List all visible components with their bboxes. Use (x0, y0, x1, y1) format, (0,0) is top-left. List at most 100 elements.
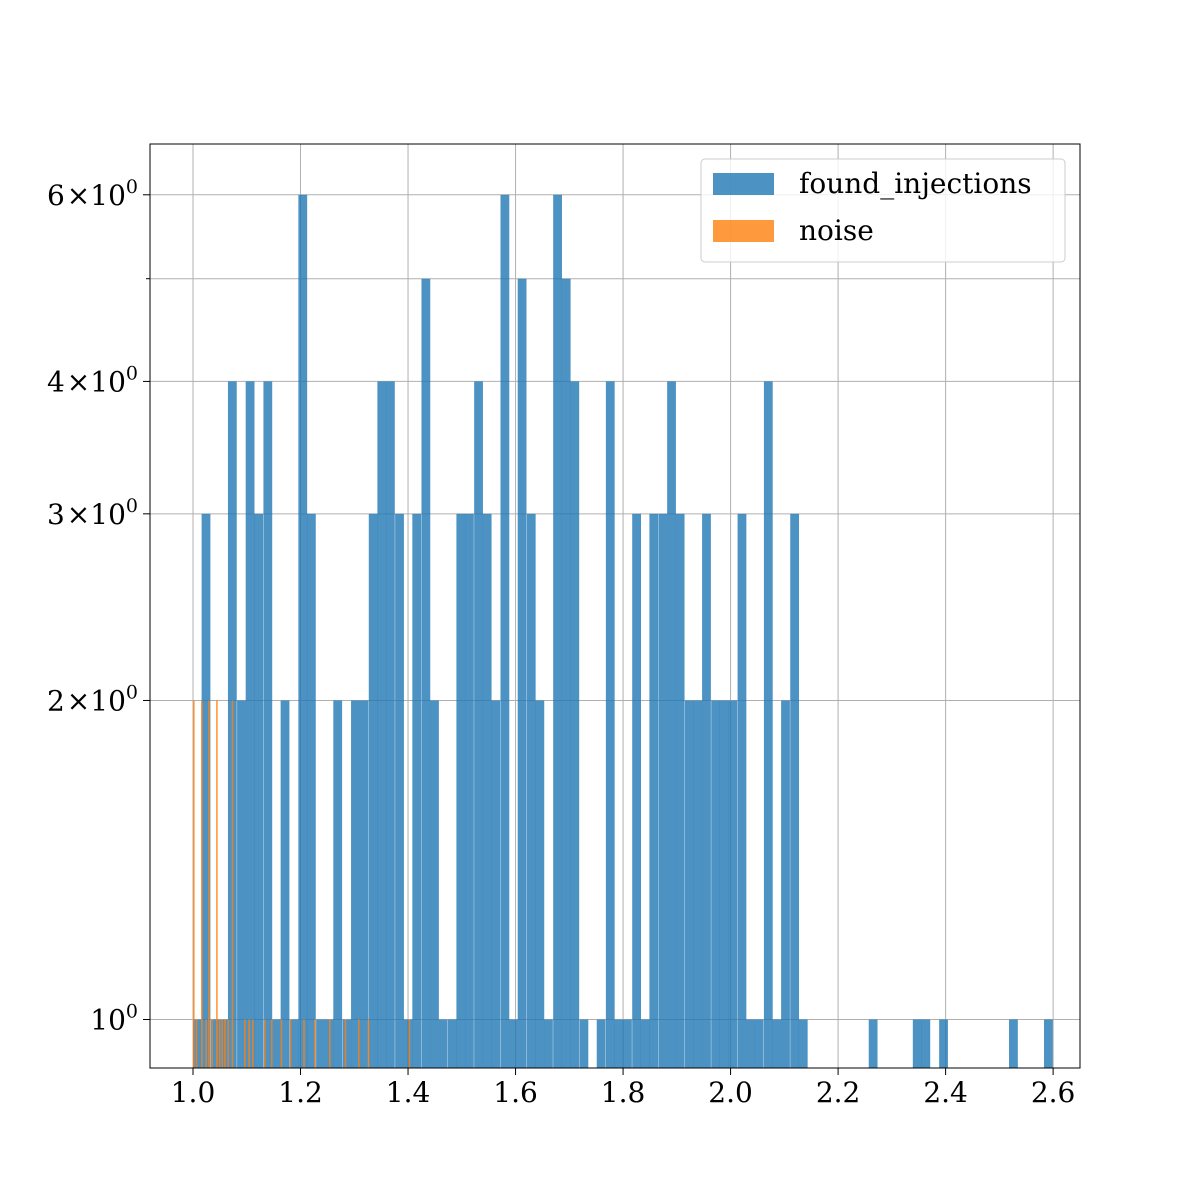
bar-found-injections (210, 1019, 220, 1068)
x-tick-label: 1.6 (493, 1076, 538, 1109)
x-tick-label: 2.6 (1031, 1076, 1076, 1109)
bar-noise (248, 1019, 250, 1068)
bar-found-injections (263, 381, 273, 1068)
bar-noise (208, 700, 210, 1068)
axes-frame (149, 143, 1081, 1069)
bar-noise (224, 1019, 226, 1068)
bar-noise (303, 1019, 305, 1068)
bar-noise (244, 1019, 246, 1068)
bar-found-injections (667, 381, 676, 1068)
bar-found-injections (517, 278, 527, 1069)
bar-found-injections (561, 278, 571, 1069)
bar-found-injections (544, 1019, 553, 1068)
legend-swatch (713, 220, 774, 242)
bar-found-injections (596, 1019, 606, 1068)
bar-noise (201, 700, 203, 1068)
x-tick-label: 2.4 (923, 1076, 968, 1109)
y-tick-label: 3×100 (47, 495, 138, 531)
bar-found-injections (605, 381, 615, 1068)
bar-found-injections (298, 194, 308, 1069)
bar-noise (211, 1019, 213, 1068)
bar-found-injections (1043, 1019, 1053, 1068)
bar-found-injections (447, 1019, 457, 1068)
bar-noise (329, 1019, 331, 1068)
bar-noise (358, 1019, 360, 1068)
bar-noise (195, 1019, 198, 1068)
bar-found-injections (237, 700, 246, 1068)
bar-found-injections (702, 513, 711, 1068)
bar-found-injections (219, 1019, 229, 1068)
plot-area: 1.0 1.2 1.4 1.6 1.8 2.0 2.2 2.4 2.6 100 2×100 3×100… (47, 143, 1081, 1109)
bar-noise (270, 1019, 273, 1068)
bar-found-injections (482, 513, 492, 1068)
bar-found-injections (351, 700, 360, 1068)
legend-label: noise (799, 214, 874, 247)
bar-found-injections (465, 513, 474, 1068)
x-tick-label: 2.2 (816, 1076, 861, 1109)
bar-found-injections (675, 513, 685, 1068)
bar-found-injections (359, 700, 369, 1068)
x-tick-label: 1.2 (278, 1076, 323, 1109)
bar-found-injections (245, 381, 255, 1068)
y-tick-label: 2×100 (47, 681, 138, 717)
bar-found-injections (395, 513, 404, 1068)
bar-found-injections (632, 513, 641, 1068)
bar-noise (289, 1019, 292, 1068)
bar-found-injections (412, 513, 422, 1068)
bar-found-injections (368, 513, 378, 1068)
bar-found-injections (570, 381, 580, 1068)
bar-found-injections (193, 1019, 202, 1068)
bar-found-injections (500, 194, 510, 1069)
bar-found-injections (693, 700, 703, 1068)
bar-found-injections (553, 194, 562, 1069)
bar-noise (218, 1019, 221, 1068)
y-tick-label: 4×100 (47, 362, 138, 398)
bar-found-injections (754, 1019, 764, 1068)
bar-found-injections (772, 1019, 782, 1068)
bar-found-injections (316, 1019, 325, 1068)
bar-found-injections (456, 513, 466, 1068)
bar-noise (221, 1019, 224, 1068)
bar-found-injections (526, 513, 536, 1068)
bar-found-injections (333, 700, 343, 1068)
bar-found-injections (912, 1019, 922, 1068)
bar-found-injections (254, 513, 264, 1068)
bar-found-injections (614, 1019, 624, 1068)
bar-noise (205, 1019, 207, 1068)
bar-found-injections (421, 278, 431, 1069)
bar-found-injections (1009, 1019, 1018, 1068)
bar-found-injections (509, 1019, 518, 1068)
bar-found-injections (728, 700, 738, 1068)
bar-found-injections (491, 700, 501, 1068)
bar-found-injections (746, 1019, 755, 1068)
bar-found-injections (684, 700, 694, 1068)
bar-noise (193, 700, 195, 1068)
bar-found-injections (868, 1019, 878, 1068)
bar-found-injections (658, 513, 668, 1068)
bar-found-injections (289, 1019, 299, 1068)
x-tick-label: 1.0 (171, 1076, 216, 1109)
bar-found-injections (306, 513, 316, 1068)
bar-found-injections (535, 700, 545, 1068)
bar-found-injections (939, 1019, 948, 1068)
legend-box (700, 158, 1066, 263)
bar-noise (408, 1019, 411, 1068)
bar-found-injections (430, 700, 439, 1068)
y-tick-label: 100 (90, 1001, 138, 1037)
bar-found-injections (763, 381, 773, 1068)
bar-found-injections (201, 513, 211, 1068)
bar-found-injections (438, 1019, 448, 1068)
bar-found-injections (921, 1019, 931, 1068)
bar-found-injections (579, 1019, 589, 1068)
bar-found-injections (640, 1019, 650, 1068)
bar-noise (263, 1019, 266, 1068)
bar-noise (227, 1019, 230, 1068)
bar-noise (216, 700, 218, 1068)
legend-swatch (713, 173, 774, 195)
x-tick-label: 1.4 (386, 1076, 431, 1109)
bar-noise (231, 700, 234, 1068)
bar-found-injections (649, 513, 659, 1068)
bar-found-injections (403, 1019, 413, 1068)
bar-found-injections (790, 513, 800, 1068)
